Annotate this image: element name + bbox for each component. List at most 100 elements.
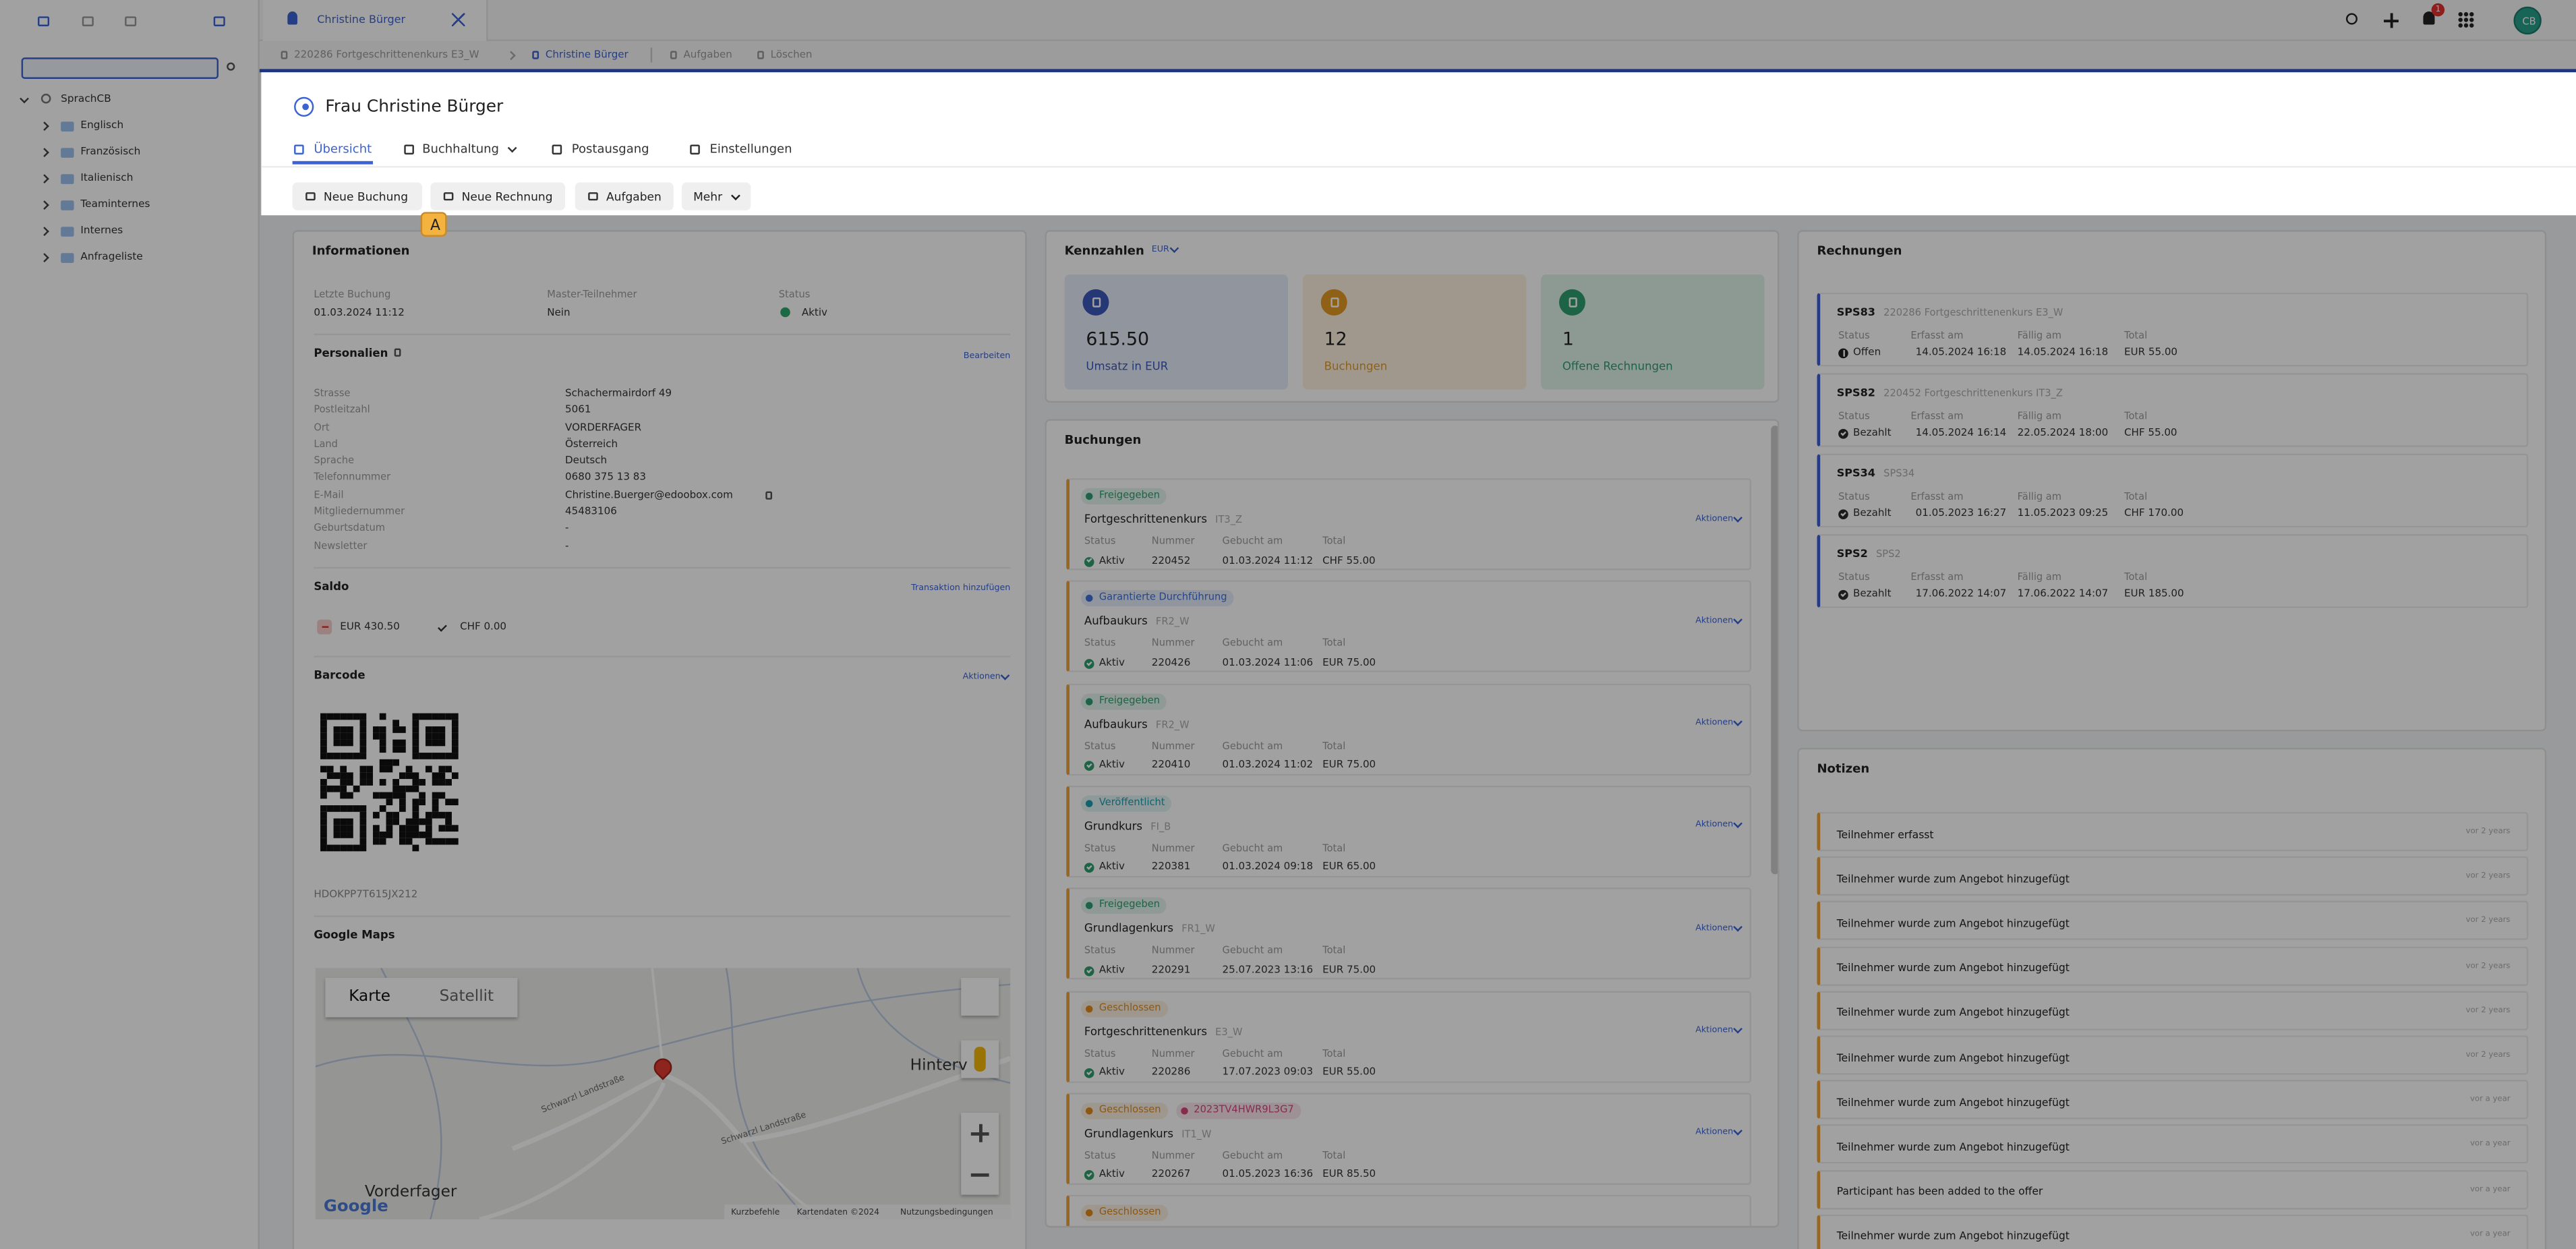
- map-type-control: Karte Satellit: [325, 977, 518, 1018]
- button-label[interactable]: Aufgaben: [606, 190, 662, 204]
- check-icon: [1084, 966, 1094, 976]
- map-footer-link[interactable]: Kartendaten ©2024: [796, 1208, 880, 1218]
- action-button[interactable]: Aufgaben: [575, 182, 674, 210]
- note-item[interactable]: Participant has been added to the offer v…: [1817, 1169, 2529, 1209]
- tree-folder[interactable]: Englisch: [80, 119, 124, 132]
- actions-menu[interactable]: Aktionen: [1695, 1025, 1734, 1036]
- qr-module: [432, 779, 439, 786]
- actions-menu[interactable]: Aktionen: [1695, 616, 1734, 626]
- currency-select[interactable]: EUR: [1151, 245, 1169, 255]
- tree-folder[interactable]: Internes: [80, 225, 123, 237]
- qr-module: [451, 825, 459, 832]
- tree-folder[interactable]: Französisch: [80, 146, 141, 158]
- note-item[interactable]: Teilnehmer wurde zum Angebot hinzugefügt…: [1817, 1124, 2529, 1165]
- kpi-icon: [1320, 289, 1347, 316]
- note-item[interactable]: Teilnehmer wurde zum Angebot hinzugefügt…: [1817, 1035, 2529, 1075]
- booking-item[interactable]: Geschlossen Fortgeschrittenenkurs E3_W Akti…: [1066, 990, 1752, 1082]
- note-text: Participant has been added to the offer: [1836, 1185, 2043, 1198]
- tab[interactable]: Christine Bürger: [262, 0, 488, 41]
- note-item[interactable]: Teilnehmer wurde zum Angebot hinzugefügt…: [1817, 1214, 2529, 1249]
- map[interactable]: Karte Satellit Vorderfager Hinterv Schwarzl …: [315, 968, 1011, 1220]
- zoom-in[interactable]: [970, 1124, 989, 1142]
- section-action[interactable]: Transaktion hinzufügen: [911, 583, 1011, 593]
- tree-folder[interactable]: Anfrageliste: [80, 251, 143, 263]
- search-icon[interactable]: [227, 62, 235, 71]
- qr-module: [359, 713, 367, 720]
- actions-menu[interactable]: Aktionen: [1695, 718, 1734, 728]
- map-footer-link[interactable]: Kurzbefehle: [731, 1208, 780, 1218]
- fullscreen-button[interactable]: [961, 977, 999, 1016]
- record-tab[interactable]: Buchhaltung: [422, 140, 499, 156]
- booking-item[interactable]: Freigegeben Grundlagenkurs FR1_W Aktionen St…: [1066, 888, 1752, 980]
- tree-folder[interactable]: Italienisch: [80, 172, 134, 184]
- qr-module: [347, 739, 353, 747]
- booking-item[interactable]: Garantierte Durchführung Aufbaukurs FR2_W A…: [1066, 580, 1752, 673]
- action-button[interactable]: Mehr: [682, 182, 751, 210]
- map-footer-link[interactable]: Nutzungsbedingungen: [900, 1208, 993, 1218]
- button-label[interactable]: Neue Buchung: [323, 190, 409, 204]
- user-initials[interactable]: CB: [2522, 16, 2536, 28]
- invoice-item[interactable]: SPS2 SPS2 Status Erfasst am Fällig am Total Be…: [1817, 533, 2529, 608]
- breadcrumb-item[interactable]: 220286 Fortgeschrittenenkurs E3_W: [294, 48, 479, 60]
- note-item[interactable]: Teilnehmer wurde zum Angebot hinzugefügt…: [1817, 856, 2529, 896]
- record-tab[interactable]: Postausgang: [571, 140, 649, 156]
- tree-root[interactable]: SprachCB: [61, 93, 111, 105]
- actions-menu[interactable]: Aktionen: [1695, 923, 1734, 933]
- qr-module: [438, 753, 446, 759]
- pegman-button[interactable]: [961, 1040, 999, 1078]
- card-title: Informationen: [312, 242, 410, 258]
- column-label: Fällig am: [2017, 572, 2062, 584]
- booking-item[interactable]: Geschlossen 2023TV4HWR9L3G7 Grundlagenkurs…: [1066, 1093, 1752, 1185]
- note-item[interactable]: Teilnehmer wurde zum Angebot hinzugefügt…: [1817, 1080, 2529, 1120]
- map-type[interactable]: Karte: [349, 987, 391, 1006]
- invoice-item[interactable]: SPS34 SPS34 Status Erfasst am Fällig am Total…: [1817, 453, 2529, 528]
- field-value: Österreich: [565, 438, 618, 450]
- add-button[interactable]: [2383, 13, 2399, 28]
- booking-item[interactable]: Veröffentlicht Grundkurs FI_B Aktionen Statu…: [1066, 785, 1752, 878]
- invoice-reference: SPS34: [1883, 468, 1915, 480]
- breadcrumb-item[interactable]: Aufgaben: [683, 48, 732, 60]
- apps-button[interactable]: [2457, 11, 2474, 28]
- booking-item[interactable]: Freigegeben Aufbaukurs FR2_W Aktionen Status…: [1066, 682, 1752, 776]
- breadcrumb-item[interactable]: Löschen: [770, 48, 813, 60]
- divider: [314, 656, 1011, 658]
- tab-title[interactable]: Christine Bürger: [317, 13, 406, 26]
- action-button[interactable]: Neue Buchung: [292, 182, 423, 210]
- column-label: Total: [1322, 1047, 1346, 1059]
- note-item[interactable]: Teilnehmer wurde zum Angebot hinzugefügt…: [1817, 901, 2529, 941]
- actions-menu[interactable]: Aktionen: [1695, 820, 1734, 831]
- note-item[interactable]: Teilnehmer wurde zum Angebot hinzugefügt…: [1817, 946, 2529, 986]
- button-label[interactable]: Neue Rechnung: [461, 190, 553, 204]
- record-tab[interactable]: Einstellungen: [709, 140, 792, 156]
- tree-folder[interactable]: Teaminternes: [80, 198, 150, 210]
- note-item[interactable]: Teilnehmer wurde zum Angebot hinzugefügt…: [1817, 990, 2529, 1030]
- note-item[interactable]: Teilnehmer erfasst vor 2 years: [1817, 811, 2529, 852]
- actions-menu[interactable]: Aktionen: [1695, 1128, 1734, 1138]
- user-avatar[interactable]: CB: [2513, 6, 2542, 35]
- zoom-control[interactable]: [961, 1112, 999, 1195]
- close-icon[interactable]: [451, 13, 465, 26]
- booking-item[interactable]: Geschlossen: [1066, 1194, 1752, 1226]
- invoice-id: SPS82: [1836, 386, 1875, 400]
- section-action[interactable]: Aktionen: [962, 672, 1001, 682]
- search-input[interactable]: [21, 57, 219, 79]
- check-icon: [1084, 761, 1094, 772]
- notifications-button[interactable]: [2422, 11, 2434, 25]
- section-action[interactable]: Bearbeiten: [963, 351, 1011, 362]
- qr-module: [359, 720, 367, 727]
- zoom-out[interactable]: [970, 1173, 989, 1177]
- search-button[interactable]: [2345, 13, 2358, 25]
- note-time: vor a year: [2470, 1186, 2511, 1194]
- invoice-item[interactable]: SPS83 220286 Fortgeschrittenenkurs E3_W St…: [1817, 292, 2529, 367]
- record-tab[interactable]: Übersicht: [314, 140, 372, 156]
- breadcrumb-item[interactable]: Christine Bürger: [545, 48, 628, 60]
- action-button[interactable]: Neue Rechnung: [430, 182, 566, 210]
- map-type[interactable]: Satellit: [439, 987, 494, 1006]
- qr-module: [425, 838, 432, 845]
- note-text: Teilnehmer wurde zum Angebot hinzugefügt: [1836, 1051, 2070, 1064]
- booking-item[interactable]: Freigegeben Fortgeschrittenenkurs IT3_Z Akt…: [1066, 478, 1752, 571]
- invoice-item[interactable]: SPS82 220452 Fortgeschrittenenkurs IT3_Z S…: [1817, 373, 2529, 447]
- qr-module: [445, 779, 452, 786]
- actions-menu[interactable]: Aktionen: [1695, 513, 1734, 524]
- button-label[interactable]: Mehr: [693, 190, 723, 204]
